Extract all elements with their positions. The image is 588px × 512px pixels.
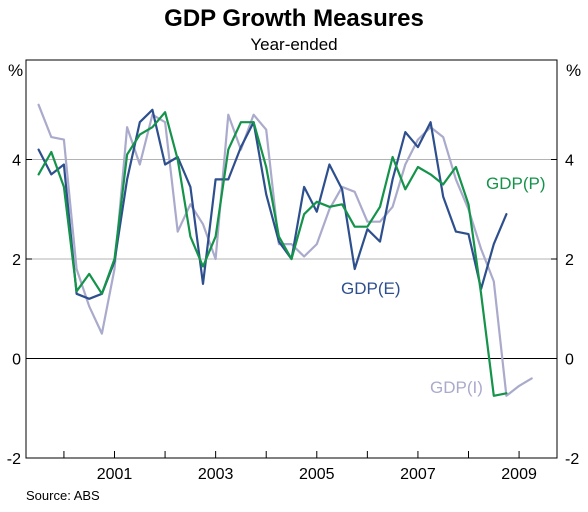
y-tick-label-left: -2 xyxy=(7,451,21,468)
y-tick-label-right: -2 xyxy=(565,451,579,468)
chart-source: Source: ABS xyxy=(26,488,100,503)
chart-title: GDP Growth Measures xyxy=(164,5,424,32)
x-tick-label: 2009 xyxy=(501,466,537,483)
y-tick-label-left: 2 xyxy=(12,252,21,269)
y-tick-label-right: 0 xyxy=(565,352,574,369)
series-label-gdp-p: GDP(P) xyxy=(486,174,546,193)
y-unit-left: % xyxy=(8,61,23,80)
x-tick-label: 2003 xyxy=(198,466,234,483)
series-label-gdp-i: GDP(I) xyxy=(430,378,483,397)
x-tick-label: 2007 xyxy=(400,466,436,483)
series-lines xyxy=(37,103,533,397)
chart-subtitle: Year-ended xyxy=(250,35,337,54)
series-label-gdp-e: GDP(E) xyxy=(341,279,401,298)
y-tick-label-left: 4 xyxy=(12,153,21,170)
series-line-gdp-p xyxy=(37,111,508,397)
y-tick-label-right: 4 xyxy=(565,153,574,170)
x-tick-label: 2005 xyxy=(299,466,335,483)
axes: -2 -2 0 0 2 2 4 4 2001 2003 2005 2007 2009 xyxy=(7,153,580,484)
y-unit-right: % xyxy=(566,61,581,80)
y-tick-label-right: 2 xyxy=(565,252,574,269)
x-tick-label: 2001 xyxy=(97,466,133,483)
y-tick-label-left: 0 xyxy=(12,352,21,369)
